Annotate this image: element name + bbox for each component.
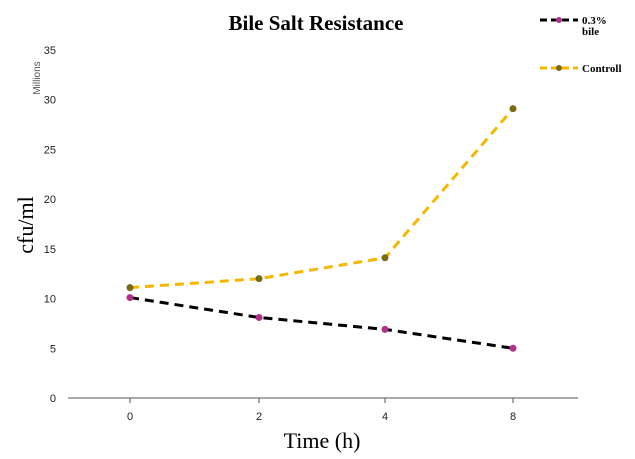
x-axis-title: Time (h) — [284, 428, 361, 453]
y-axis-title: cfu/ml — [13, 196, 38, 253]
y-tick-label: 35 — [44, 45, 56, 57]
y-tick-label: 15 — [44, 244, 56, 256]
legend-label: bile — [582, 26, 599, 38]
legend-marker-0 — [556, 17, 562, 23]
tick-group: 0 5 10 15 20 25 30 35 0 2 4 8 — [44, 45, 516, 423]
y-tick-label: 10 — [44, 294, 56, 306]
x-tick-label: 4 — [382, 411, 388, 423]
series-line-1 — [129, 107, 515, 290]
data-point — [255, 313, 263, 321]
data-point — [509, 105, 517, 113]
y-tick-label: 5 — [50, 343, 56, 355]
y-unit-label: Millions — [32, 61, 43, 94]
data-point — [381, 254, 389, 262]
legend-label: Controll — [582, 63, 622, 75]
legend-marker-1 — [556, 65, 562, 71]
x-tick-label: 2 — [256, 411, 262, 423]
chart-title: Bile Salt Resistance — [229, 11, 404, 35]
x-tick-label: 8 — [510, 411, 516, 423]
data-point — [381, 325, 389, 333]
data-point — [255, 275, 263, 283]
data-point — [509, 344, 517, 352]
legend-label: 0.3% — [582, 15, 607, 27]
y-tick-label: 25 — [44, 144, 56, 156]
y-tick-label: 20 — [44, 194, 56, 206]
x-tick-label: 0 — [127, 411, 133, 423]
y-tick-label: 30 — [44, 95, 56, 107]
y-tick-label: 0 — [50, 393, 56, 405]
data-point — [126, 294, 134, 302]
legend: 0.3%bile Controll — [540, 15, 622, 75]
series-group — [126, 105, 517, 352]
series-line-0 — [129, 296, 514, 350]
data-point — [126, 284, 134, 292]
